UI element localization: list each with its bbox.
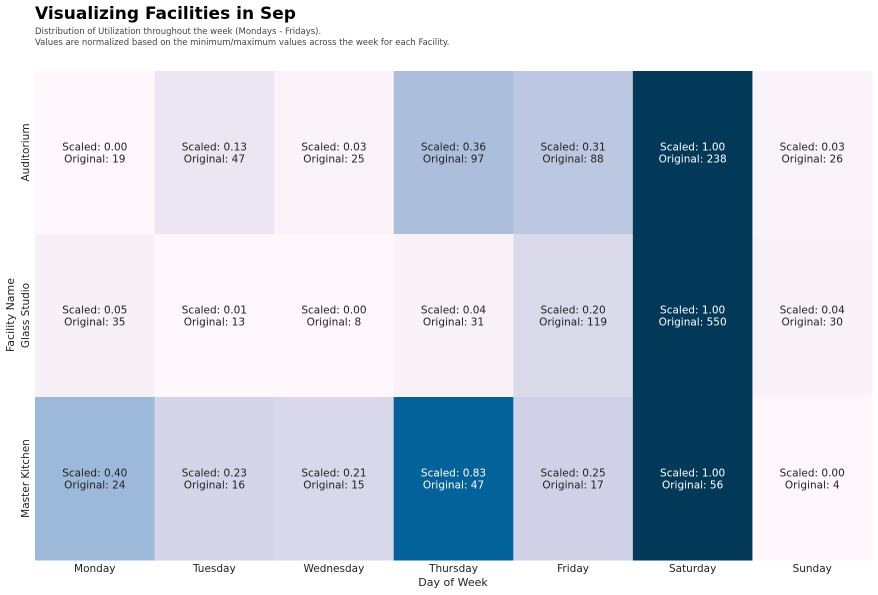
x-tick-label: Friday [557,563,589,575]
cell-scaled-label: Scaled: 0.04 [780,305,845,317]
heatmap-cell [752,71,873,235]
heatmap-cell [154,234,275,398]
heatmap-cell [752,397,873,561]
cell-scaled-label: Scaled: 0.83 [421,468,486,480]
cell-scaled-label: Scaled: 0.00 [301,305,366,317]
heatmap-cell [513,234,634,398]
heatmap-cell [35,397,156,561]
cell-scaled-label: Scaled: 0.25 [540,468,605,480]
heatmap-cell [632,234,753,398]
x-tick-label: Wednesday [304,563,365,575]
heatmap-cell [393,71,514,235]
cell-original-label: Original: 238 [659,154,727,166]
cell-scaled-label: Scaled: 1.00 [660,142,725,154]
cell-original-label: Original: 4 [785,480,840,492]
cell-original-label: Original: 13 [184,317,245,329]
cell-original-label: Original: 550 [659,317,727,329]
cell-original-label: Original: 15 [303,480,364,492]
cell-scaled-label: Scaled: 0.05 [62,305,127,317]
cell-original-label: Original: 16 [184,480,246,492]
heatmap-cell [35,71,156,235]
x-tick-label: Thursday [428,563,478,575]
cell-scaled-label: Scaled: 0.00 [780,468,845,480]
cell-original-label: Original: 97 [423,154,484,166]
x-axis-label: Day of Week [418,576,488,589]
y-axis-ticks: Auditorium Glass Studio Master Kitchen [20,123,32,517]
cell-original-label: Original: 119 [539,317,607,329]
cell-original-label: Original: 25 [303,154,364,166]
heatmap-cell [513,71,634,235]
cell-original-label: Original: 47 [423,480,484,492]
cell-scaled-label: Scaled: 0.36 [421,142,486,154]
heatmap-cell [632,397,753,561]
x-tick-label: Saturday [669,563,716,575]
chart-subtitle-line-2: Values are normalized based on the minim… [35,38,450,48]
heatmap-cell [274,234,395,398]
cell-scaled-label: Scaled: 0.01 [182,305,247,317]
cell-scaled-label: Scaled: 0.03 [780,142,845,154]
x-tick-label: Sunday [793,563,832,575]
chart-subtitle-line-1: Distribution of Utilization throughout t… [35,27,322,37]
cell-original-label: Original: 35 [64,317,125,329]
cell-original-label: Original: 30 [782,317,843,329]
cell-scaled-label: Scaled: 0.04 [421,305,486,317]
heatmap-cell [513,397,634,561]
cell-scaled-label: Scaled: 0.03 [301,142,366,154]
cell-scaled-label: Scaled: 0.40 [62,468,127,480]
x-tick-label: Monday [74,563,115,575]
heatmap-cell [35,234,156,398]
cell-scaled-label: Scaled: 0.31 [540,142,605,154]
heatmap-cell [154,71,275,235]
cell-original-label: Original: 88 [542,154,603,166]
heatmap-cell [632,71,753,235]
y-tick-label: Glass Studio [20,283,32,348]
cell-original-label: Original: 47 [184,154,245,166]
cell-scaled-label: Scaled: 0.21 [301,468,366,480]
y-tick-label: Master Kitchen [20,439,32,518]
cell-scaled-label: Scaled: 1.00 [660,305,725,317]
heatmap-cell [752,234,873,398]
cell-scaled-label: Scaled: 0.23 [182,468,247,480]
cell-scaled-label: Scaled: 0.20 [540,305,605,317]
cell-original-label: Original: 56 [662,480,724,492]
heatmap-cell [274,397,395,561]
cell-original-label: Original: 26 [782,154,844,166]
cell-scaled-label: Scaled: 1.00 [660,468,725,480]
heatmap-cell [393,234,514,398]
x-axis-ticks: Monday Tuesday Wednesday Thursday Friday Satu… [74,563,832,575]
cell-original-label: Original: 31 [423,317,484,329]
heatmap-cell [393,397,514,561]
heatmap-cells [35,71,873,561]
x-tick-label: Tuesday [192,563,236,575]
chart-title: Visualizing Facilities in Sep [35,4,296,24]
cell-original-label: Original: 19 [64,154,125,166]
cell-original-label: Original: 17 [542,480,603,492]
cell-scaled-label: Scaled: 0.13 [182,142,247,154]
heatmap-cell [154,397,275,561]
cell-scaled-label: Scaled: 0.00 [62,142,127,154]
cell-original-label: Original: 8 [307,317,362,329]
y-tick-label: Auditorium [20,123,32,181]
cell-original-label: Original: 24 [64,480,126,492]
heatmap-cell [274,71,395,235]
y-axis-label: Facility Name [4,278,17,352]
